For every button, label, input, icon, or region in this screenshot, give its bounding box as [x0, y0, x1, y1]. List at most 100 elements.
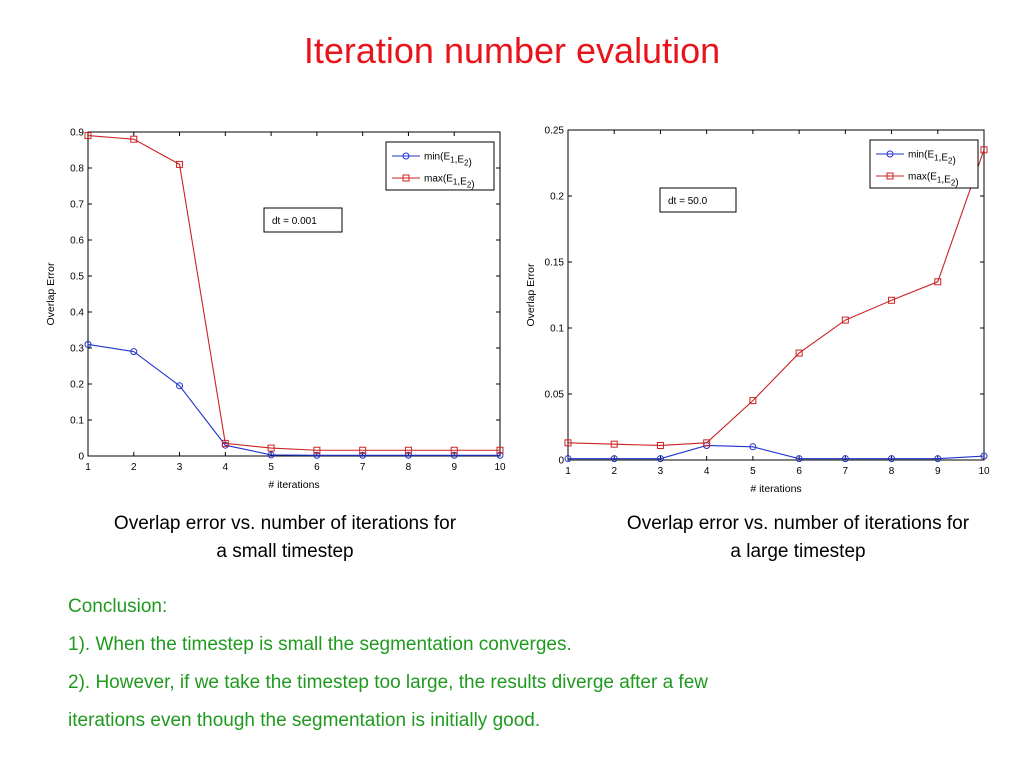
series-max-point [610, 440, 618, 448]
series-min-point [564, 455, 572, 463]
x-tick-label: 3 [177, 462, 183, 473]
series-max-point [656, 441, 664, 449]
y-tick-label: 0.2 [550, 192, 564, 203]
series-min-point [496, 451, 504, 459]
caption-large-timestep: Overlap error vs. number of iterations f… [578, 510, 1018, 566]
series-min-point [980, 452, 988, 460]
y-tick-label: 0.1 [550, 324, 564, 335]
series-max-line [87, 135, 500, 451]
legend-marker [886, 172, 894, 180]
series-min-point [795, 455, 803, 463]
y-tick-label: 0.15 [545, 258, 565, 269]
annotation-frame [659, 187, 737, 213]
legend-box [869, 139, 979, 189]
series-min-point [313, 451, 321, 459]
series-max-point [564, 439, 572, 447]
series-max-point [404, 446, 412, 454]
x-tick-label: 2 [611, 466, 617, 477]
series-max-point [703, 439, 711, 447]
series-min-point [610, 455, 618, 463]
series-min-point [656, 455, 664, 463]
conclusion-point-1: 1). When the timestep is small the segme… [68, 634, 572, 655]
series-max-point [496, 446, 504, 454]
series-max-point [359, 446, 367, 454]
y-tick-label: 0.8 [70, 164, 84, 175]
series-max-point [888, 296, 896, 304]
series-min-point [84, 340, 92, 348]
x-tick-label: 8 [406, 462, 412, 473]
x-tick-label: 5 [750, 466, 756, 477]
caption-line: Overlap error vs. number of iterations f… [113, 513, 457, 534]
y-tick-label: 0.3 [70, 344, 84, 355]
series-min-line [568, 444, 985, 460]
y-tick-label: 0.05 [545, 390, 565, 401]
series-min-point [404, 451, 412, 459]
caption-line: Overlap error vs. number of iterations f… [626, 513, 970, 534]
series-min-point [267, 451, 275, 459]
series-max-point [84, 132, 92, 140]
caption-line: a small timestep [216, 541, 354, 562]
y-tick-label: 0.2 [70, 380, 84, 391]
series-max-line [567, 149, 985, 447]
y-tick-label: 0.7 [70, 200, 84, 211]
legend-label-min: min(E1,E2) [424, 152, 472, 169]
chart-svg: 0 0.1 0.2 0.3 0.4 0.5 0.6 0.7 0.8 0.9 1 2 3 4 5 6 7 8 9 10 #… [45, 128, 506, 492]
series-min-point [450, 451, 458, 459]
series-max-point [130, 135, 138, 143]
series-min-point [841, 455, 849, 463]
x-tick-label: 1 [565, 466, 571, 477]
series-max-point [221, 439, 229, 447]
conclusion-heading: Conclusion: [68, 596, 168, 617]
series-min-point [934, 455, 942, 463]
series-max-point [450, 446, 458, 454]
legend-marker [402, 152, 410, 160]
chart-large-timestep: 0 0.05 0.1 0.15 0.2 0.25 1 2 3 4 5 6 7 8 9 10 # iteratio… [518, 118, 998, 500]
series-min-point [130, 348, 138, 356]
x-tick-label: 4 [223, 462, 229, 473]
y-tick-label: 0.6 [70, 236, 84, 247]
series-min-point [888, 455, 896, 463]
conclusion-point-2-cont: iterations even though the segmentation … [68, 710, 541, 731]
series-max-point [841, 316, 849, 324]
x-tick-label: 7 [360, 462, 366, 473]
x-axis-label: # iterations [750, 483, 801, 495]
chart-svg: 0 0.05 0.1 0.15 0.2 0.25 1 2 3 4 5 6 7 8 9 10 # iteratio… [525, 126, 990, 496]
chart-small-timestep: 0 0.1 0.2 0.3 0.4 0.5 0.6 0.7 0.8 0.9 1 2 3 4 5 6 7 8 9 10 #… [40, 118, 510, 498]
caption-small-timestep: Overlap error vs. number of iterations f… [60, 510, 510, 566]
series-min-point [359, 451, 367, 459]
annotation-frame [263, 207, 343, 233]
y-axis-label: Overlap Error [45, 262, 57, 326]
x-tick-label: 6 [314, 462, 320, 473]
caption-line: a large timestep [730, 541, 866, 562]
series-max-point [176, 160, 184, 168]
legend-label-max: max(E1,E2) [908, 172, 959, 189]
series-max-point [267, 444, 275, 452]
y-axis-label: Overlap Error [525, 263, 537, 327]
legend-marker [886, 150, 894, 158]
annotation-box: dt = 0.001 [263, 207, 343, 233]
x-tick-label: 9 [451, 462, 457, 473]
annotation-text: dt = 0.001 [272, 216, 317, 227]
conclusion-point-2: 2). However, if we take the timestep too… [68, 672, 708, 693]
legend-label-max: max(E1,E2) [424, 174, 475, 191]
x-tick-label: 9 [935, 466, 941, 477]
annotation-text: dt = 50.0 [668, 196, 708, 207]
series-min-line [87, 343, 500, 456]
y-tick-label: 0.4 [70, 308, 84, 319]
y-tick-label: 0.25 [545, 126, 565, 137]
series-min-point [176, 382, 184, 390]
x-tick-label: 2 [131, 462, 137, 473]
y-tick-label: 0.9 [70, 128, 84, 139]
series-max-point [749, 397, 757, 405]
series-max-point [313, 446, 321, 454]
legend-box [385, 141, 495, 191]
series-max-point [980, 146, 988, 154]
slide-title: Iteration number evalution [303, 30, 721, 71]
x-tick-label: 10 [494, 462, 506, 473]
x-tick-label: 10 [978, 466, 990, 477]
x-tick-label: 5 [268, 462, 274, 473]
conclusion-block: Conclusion: 1). When the timestep is sma… [68, 588, 968, 740]
x-tick-label: 7 [843, 466, 849, 477]
x-tick-label: 3 [658, 466, 664, 477]
x-tick-label: 4 [704, 466, 710, 477]
